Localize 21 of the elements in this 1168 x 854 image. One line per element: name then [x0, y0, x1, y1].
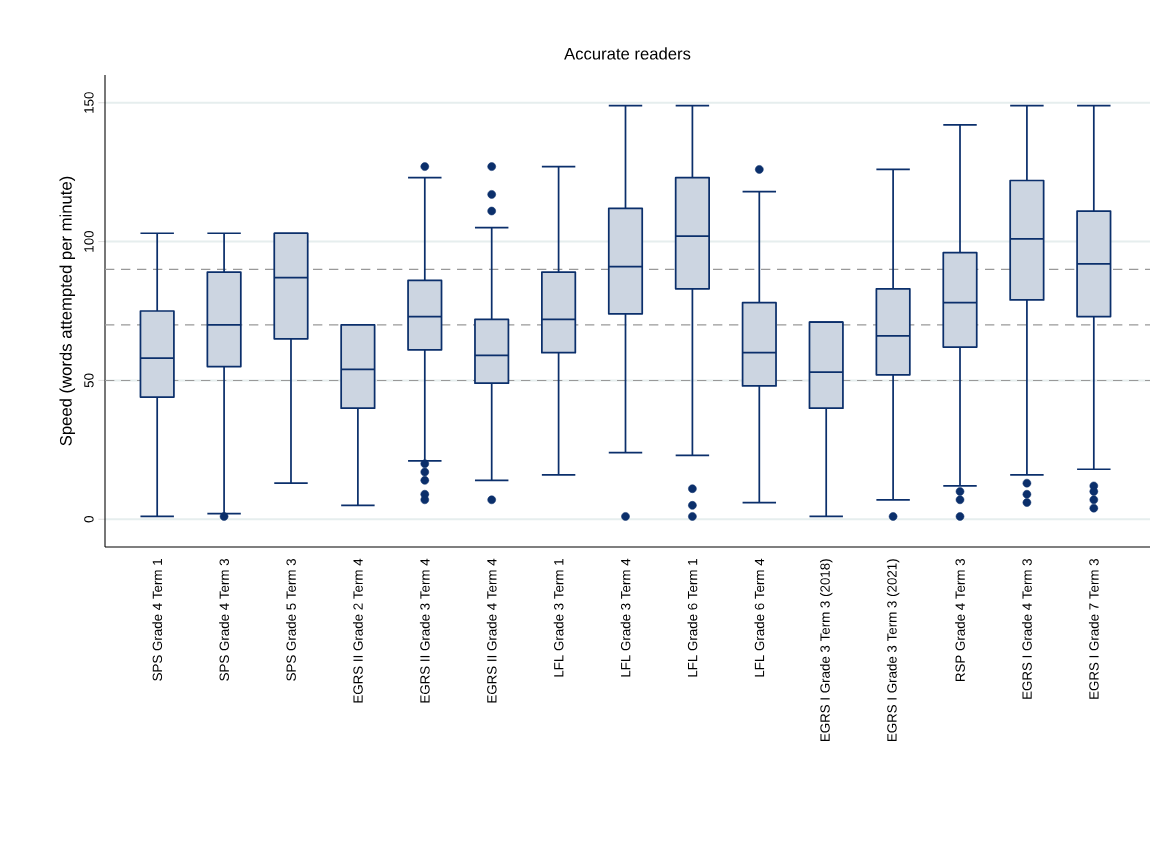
x-tick-label: LFL Grade 3 Term 4: [620, 558, 631, 677]
chart-title: Accurate readers: [564, 47, 691, 60]
x-tick-label: SPS Grade 4 Term 3: [219, 558, 229, 681]
x-tick-label: EGRS I Grade 3 Term 3 (2018): [819, 559, 833, 742]
x-tick-label: RSP Grade 4 Term 3: [955, 558, 965, 682]
x-tick-label: SPS Grade 5 Term 3: [286, 558, 296, 681]
x-tick-label: LFL Grade 6 Term 4: [754, 558, 765, 677]
y-tick-label: 150: [84, 92, 94, 113]
y-tick-label: 50: [84, 373, 94, 388]
x-tick-label: EGRS II Grade 3 Term 4: [419, 558, 430, 703]
x-tick-label: SPS Grade 4 Term 1: [152, 559, 163, 681]
x-tick-label: EGRS II Grade 2 Term 4: [352, 558, 363, 703]
x-tick-label: EGRS I Grade 7 Term 3: [1088, 558, 1099, 699]
x-tick-label: LFL Grade 6 Term 1: [687, 559, 698, 677]
y-tick-label: 0: [84, 516, 94, 523]
x-tick-label: EGRS II Grade 4 Term 4: [486, 558, 497, 703]
x-tick-label: EGRS I Grade 4 Term 3: [1022, 558, 1032, 699]
x-tick-label: LFL Grade 3 Term 1: [553, 559, 564, 677]
y-tick-label: 100: [84, 230, 94, 252]
y-axis-title: Speed (words attempted per minute): [59, 176, 76, 446]
x-tick-label: EGRS I Grade 3 Term 3 (2021): [886, 559, 900, 742]
